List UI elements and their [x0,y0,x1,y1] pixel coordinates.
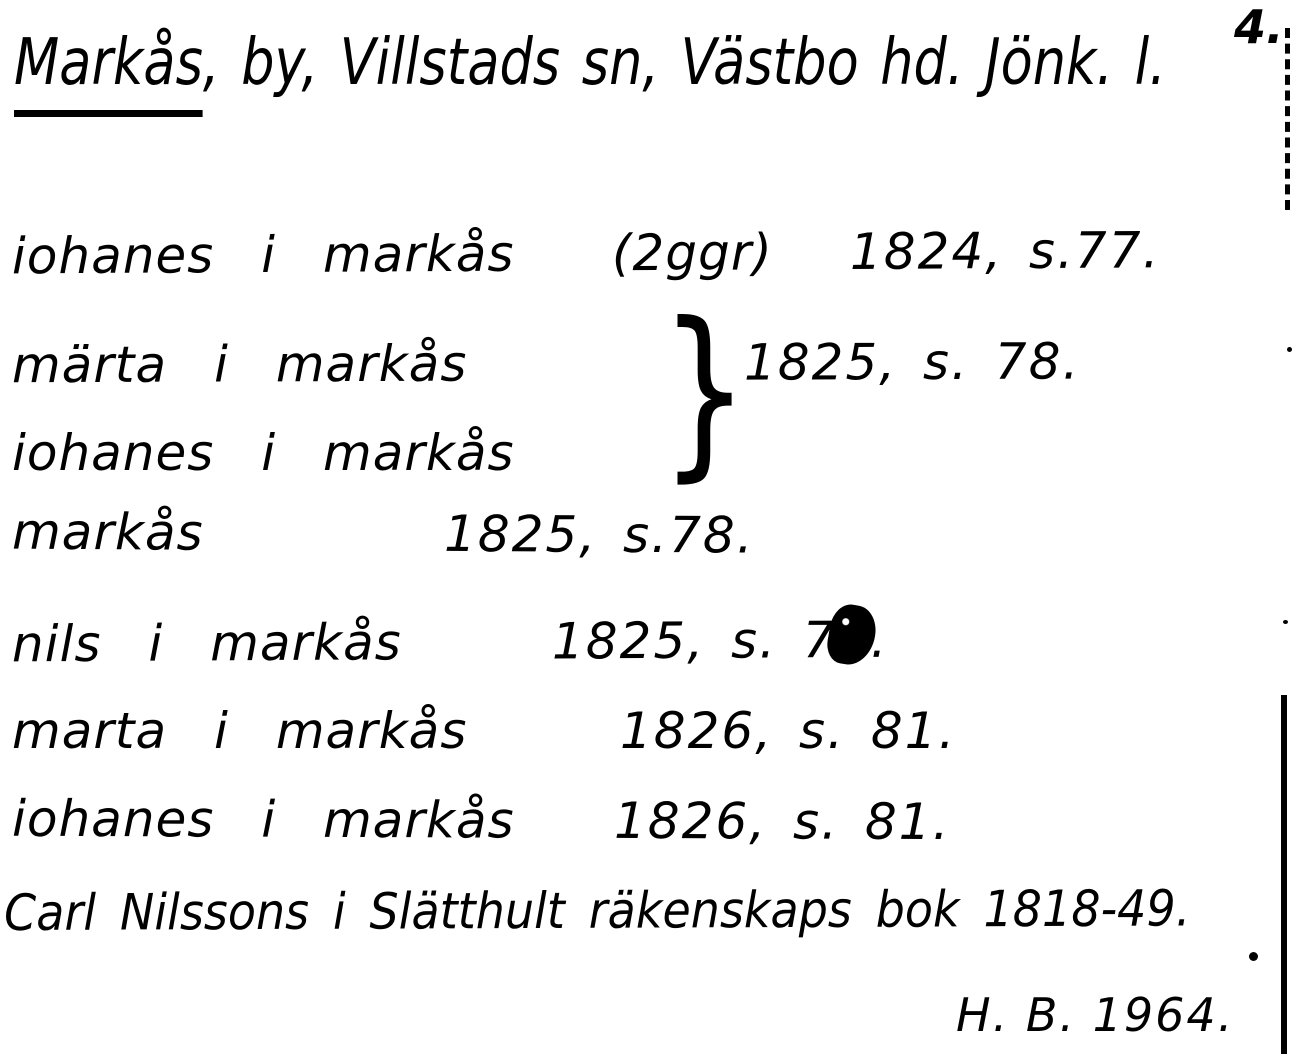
entry-ref: 1825, s. 78. [743,332,1081,392]
entry-ref: 1825, s.78. [443,504,755,565]
card-header: Markås, by, Villstads sn, Västbo hd. Jön… [14,26,1166,117]
entry-name: markås [11,502,204,562]
curly-bracket: } [660,284,750,500]
card-edge-line [1281,695,1287,1054]
entry-annotation: (2ggr) [611,223,773,283]
entry-name: iohanes i markås [11,789,515,850]
entry-row: iohanes i markås (2ggr) 1824, s.77. [12,221,1292,308]
entry-name: iohanes i markås [11,224,515,286]
entry-ref: 1825, s. 79. [552,611,889,671]
stray-ink-dot [1287,347,1292,352]
entry-ref: 1826, s. 81. [613,791,951,852]
entry-name: märta i markås [11,334,468,395]
stray-ink-dot [1249,952,1258,961]
entry-row: iohanes i markås [12,424,1292,504]
stray-ink-dot [1283,620,1288,624]
card-edge-dashed-line [1285,28,1290,210]
place-name: Markås [14,26,203,117]
entry-row: nils i markås 1825, s. 79. [12,609,1292,696]
entry-name: nils i markås [11,613,402,674]
entry-name: iohanes i markås [12,424,515,482]
signature: H. B. 1964. [956,988,1235,1042]
page-number: 4. [1234,0,1284,54]
entry-ref: 1824, s.77. [849,221,1161,281]
entry-row: marta i markås 1826, s. 81. [12,702,1292,782]
entry-row: märta i markås 1825, s. 78. [12,332,1292,416]
entry-ref-prefix: 1825, s. 7 [551,611,837,671]
source-note: Carl Nilssons i Slätthult räkenskaps bok… [4,879,1191,942]
header-descriptor: , by, Villstads sn, Västbo hd. Jönk. l. [202,26,1166,100]
entry-name: marta i markås [12,702,468,760]
entry-row: markås 1825, s.78. [12,503,1292,590]
entry-row: iohanes i markås 1826, s. 81. [12,790,1292,874]
ink-blot: 9 [836,610,871,670]
entry-ref: 1826, s. 81. [620,702,957,760]
